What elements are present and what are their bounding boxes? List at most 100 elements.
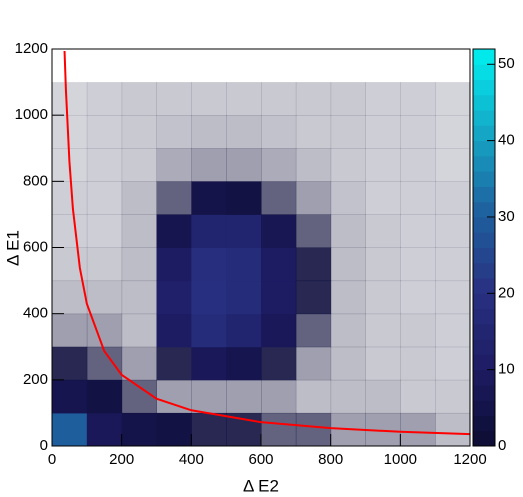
cell <box>156 280 192 315</box>
z-tick-label: 0 <box>498 437 506 454</box>
colorbar-step <box>473 155 495 172</box>
cell <box>191 181 227 215</box>
cell <box>226 148 262 182</box>
cell <box>400 313 436 348</box>
cell <box>226 379 262 414</box>
cell <box>295 313 332 348</box>
z-tick-label: 30 <box>498 208 515 225</box>
colorbar-step <box>473 415 495 432</box>
colorbar-step <box>473 94 495 111</box>
cell <box>156 313 192 348</box>
cell <box>400 148 436 182</box>
colorbar-step <box>473 79 495 96</box>
cell <box>191 346 227 381</box>
cell <box>261 148 297 182</box>
cell <box>365 313 401 348</box>
cell <box>52 412 88 447</box>
cell <box>435 82 471 116</box>
cell <box>435 379 471 414</box>
cell <box>261 313 297 348</box>
cell <box>295 412 332 447</box>
cell <box>121 346 157 381</box>
cell <box>330 148 366 182</box>
cell <box>121 247 157 282</box>
cell <box>330 247 366 282</box>
cell <box>226 313 262 348</box>
cell <box>435 313 471 348</box>
cell <box>52 346 88 381</box>
colorbar-step <box>473 339 495 355</box>
colorbar-step <box>473 369 495 386</box>
colorbar-step <box>473 201 495 218</box>
cell <box>400 115 436 149</box>
x-tick-label: 200 <box>109 451 134 468</box>
cell <box>191 115 227 149</box>
z-tick-label: 40 <box>498 132 515 149</box>
cell <box>365 280 401 315</box>
cell <box>86 247 123 282</box>
x-tick-label: 400 <box>179 451 204 468</box>
cell <box>226 280 262 315</box>
cell <box>52 379 88 414</box>
cell <box>156 247 192 282</box>
x-axis-title: Δ E2 <box>243 476 279 495</box>
cell <box>121 280 157 315</box>
cell <box>261 214 297 248</box>
cell <box>121 412 157 447</box>
colorbar-step <box>473 354 495 371</box>
colorbar-step <box>473 232 495 248</box>
cell <box>435 148 471 182</box>
cell <box>226 181 262 215</box>
cell <box>52 280 88 315</box>
cell <box>400 247 436 282</box>
y-tick-label: 0 <box>40 437 48 454</box>
cell <box>156 82 192 116</box>
colorbar-step <box>473 278 495 294</box>
cell <box>295 82 332 116</box>
cell <box>86 214 123 248</box>
cell <box>156 181 192 215</box>
cell <box>156 346 192 381</box>
cell <box>121 82 157 116</box>
colorbar-step <box>473 125 495 142</box>
x-tick-label: 800 <box>318 451 343 468</box>
cell <box>156 412 192 447</box>
foreground: 0 200 400 600 800 1000 12000200400600800100012… <box>15 40 515 468</box>
cell <box>365 247 401 282</box>
cell <box>435 115 471 149</box>
cell <box>191 82 227 116</box>
cell <box>191 247 227 282</box>
cell <box>365 214 401 248</box>
cell <box>435 247 471 282</box>
cell <box>86 181 123 215</box>
x-tick-label: 1200 <box>453 451 486 468</box>
cell <box>295 379 332 414</box>
cell <box>261 181 297 215</box>
y-tick-label: 1200 <box>15 40 48 57</box>
fit-curve <box>63 50 471 436</box>
cell <box>330 346 366 381</box>
cell <box>330 379 366 414</box>
colorbar-step <box>473 323 495 340</box>
colorbar-step <box>473 64 495 81</box>
y-tick-label: 800 <box>23 172 48 189</box>
cell <box>435 280 471 315</box>
cell <box>191 148 227 182</box>
cell <box>365 115 401 149</box>
colorbar-step <box>473 400 495 416</box>
cell <box>52 214 88 248</box>
colorbar-step <box>473 216 495 233</box>
cell <box>226 82 262 116</box>
cell <box>330 280 366 315</box>
z-tick-label: 10 <box>498 361 515 378</box>
cell <box>365 181 401 215</box>
cell <box>121 214 157 248</box>
cell <box>295 115 332 149</box>
colorbar-step <box>473 293 495 310</box>
cell <box>365 82 401 116</box>
y-tick-label: 400 <box>23 305 48 322</box>
cell <box>156 148 192 182</box>
cell <box>295 214 332 248</box>
cell <box>435 412 471 447</box>
y-tick-label: 1000 <box>15 106 48 123</box>
